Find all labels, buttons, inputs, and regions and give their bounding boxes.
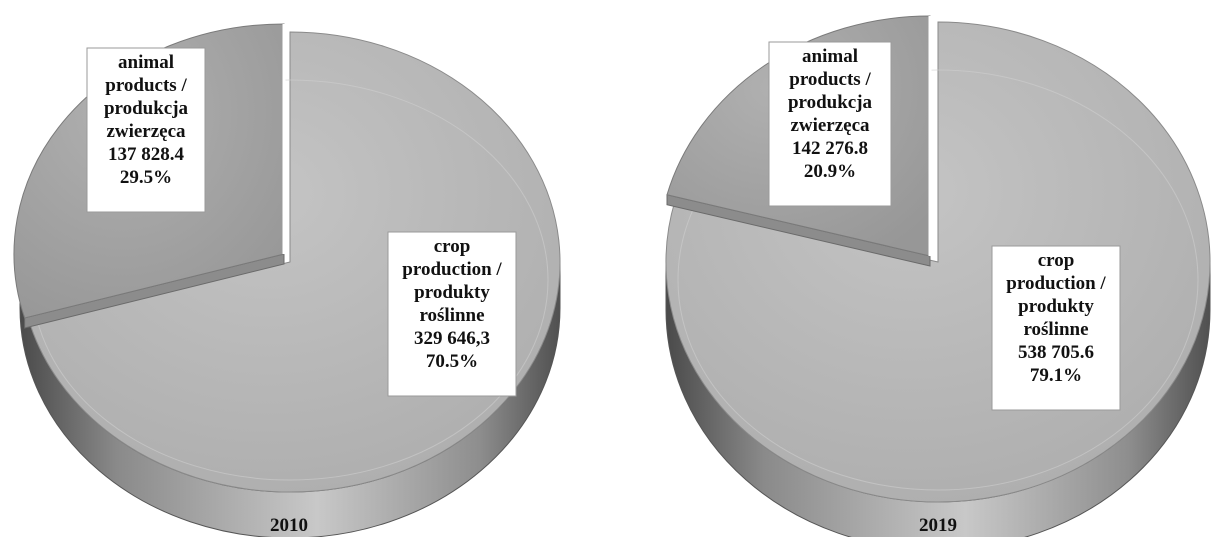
data-label-line: animal [802,46,858,67]
data-label-line: 79.1% [1030,365,1082,386]
data-label-line: 29.5% [120,167,172,188]
pie-rim-highlight [677,69,1199,491]
data-label-line: production / [1006,273,1106,294]
data-label-line: 70.5% [426,351,478,372]
data-label-line: produkty [414,282,490,303]
data-label-line: zwierzęca [790,115,870,136]
data-label-line: produkcja [788,92,873,113]
data-label-line: 538 705.6 [1018,342,1094,363]
data-label-line: roślinne [419,305,484,326]
data-label-line: products / [789,69,871,90]
data-label-line: crop [1038,250,1075,271]
data-label-line: 329 646,3 [414,328,490,349]
data-label-line: zwierzęca [106,121,186,142]
chart-title: 2010 [270,515,308,536]
data-label-line: animal [118,52,174,73]
data-label-line: crop [434,236,471,257]
data-label-box [991,245,1121,411]
data-label-line: 137 828.4 [108,144,185,165]
data-label-box [86,47,206,213]
data-label-line: produkcja [104,98,189,119]
data-label-box [768,41,892,207]
data-label-line: products / [105,75,187,96]
data-label-line: produkty [1018,296,1094,317]
data-label-line: 20.9% [804,161,856,182]
data-label-box [387,231,517,397]
data-label-line: 142 276.8 [792,138,868,159]
chart-title: 2019 [919,515,957,536]
data-label-line: roślinne [1023,319,1088,340]
data-label-line: production / [402,259,502,280]
